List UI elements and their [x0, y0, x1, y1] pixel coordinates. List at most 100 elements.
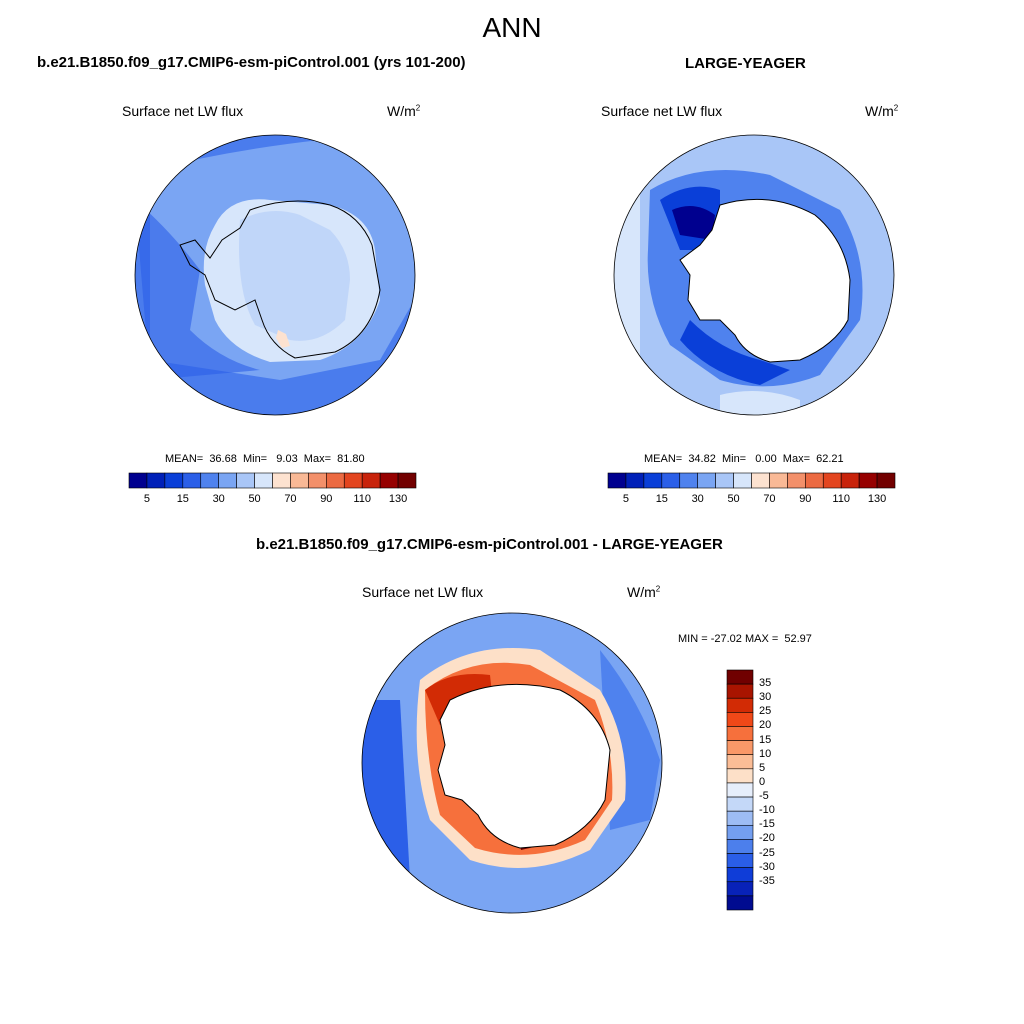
colorbar-2-swatch: [876, 472, 896, 489]
map-diff-continent-mask: [437, 683, 611, 849]
map-panel-1: [135, 135, 415, 415]
colorbar-diff-swatch: [726, 726, 754, 741]
colorbar-1-tick-label: 15: [176, 493, 189, 505]
colorbar-2-swatch: [769, 472, 788, 489]
colorbar-1-swatch: [308, 472, 327, 489]
colorbar-diff-tick-label: -25: [759, 846, 775, 859]
colorbar-2-swatch: [787, 472, 806, 489]
colorbar-diff-swatch: [726, 895, 754, 911]
colorbar-diff-tick-label: 10: [759, 747, 772, 760]
map-panel-2: [614, 135, 894, 415]
colorbar-1-swatch: [128, 472, 148, 489]
colorbar-diff-swatch: [726, 768, 754, 784]
colorbar-diff-swatch: [726, 839, 754, 854]
map-1-coastline: [179, 200, 381, 359]
colorbar-diff-tick-label: 20: [759, 719, 772, 732]
colorbar-1-tick-label: 50: [248, 493, 261, 505]
colorbar-1-swatch: [164, 472, 184, 489]
map-1-field-plateau: [239, 211, 350, 341]
colorbar-2-swatch: [822, 472, 842, 489]
colorbar-diff-tick-label: -20: [759, 832, 775, 845]
map-1-border: [134, 134, 416, 416]
colorbar-1-swatch: [218, 472, 237, 489]
map-panel-diff: [362, 613, 662, 913]
colorbar-diff-swatch: [726, 782, 754, 798]
colorbar-diff-swatch: [726, 881, 754, 897]
map-diff-border: [361, 612, 663, 914]
colorbar-diff-swatch: [726, 867, 754, 883]
colorbar-diff-swatch: [726, 754, 754, 770]
colorbar-2-swatch: [805, 472, 824, 489]
colorbar-diff-swatch: [726, 796, 754, 812]
colorbar-2-swatch: [733, 472, 752, 489]
diff-variable: Surface net LW flux: [362, 584, 484, 600]
colorbar-1-tick-label: 5: [143, 493, 150, 505]
colorbar-diff-swatch: [726, 853, 754, 868]
panel-2-title: LARGE-YEAGER: [685, 55, 806, 72]
colorbar-1-swatch: [397, 472, 417, 489]
colorbar-diff-tick-label: -35: [759, 874, 775, 887]
diff-stats: MIN = -27.02 MAX = 52.97: [678, 633, 812, 645]
colorbar-1-swatch: [379, 472, 399, 489]
colorbar-1-tick-label: 130: [388, 493, 408, 505]
colorbar-2-tick-label: 130: [867, 493, 887, 505]
colorbar-diff-swatch: [726, 810, 754, 826]
colorbar-1: [128, 472, 417, 489]
colorbar-2-swatch: [643, 472, 663, 489]
colorbar-2-swatch: [858, 472, 878, 489]
colorbar-2: [607, 472, 896, 489]
figure-title: ANN: [482, 12, 542, 43]
colorbar-1-swatch: [146, 472, 166, 489]
colorbar-1-swatch: [290, 472, 309, 489]
colorbar-diff-tick-label: -15: [759, 818, 775, 831]
colorbar-diff-tick-label: 0: [759, 775, 766, 788]
colorbar-diff-swatch: [726, 824, 754, 840]
colorbar-2-tick-label: 50: [727, 493, 740, 505]
colorbar-2-swatch: [607, 472, 627, 489]
colorbar-2-swatch: [715, 472, 734, 489]
diff-units: W/m2: [627, 584, 661, 600]
map-1-field-positive: [276, 330, 290, 348]
panel-2-variable: Surface net LW flux: [601, 103, 723, 119]
colorbar-diff-swatch: [726, 669, 754, 685]
panel-1-units: W/m2: [387, 103, 421, 119]
colorbar-2-swatch: [625, 472, 645, 489]
map-2-continent-mask: [679, 198, 851, 363]
colorbar-diff-tick-label: 35: [759, 677, 772, 690]
colorbar-1-swatch: [361, 472, 381, 489]
colorbar-2-tick-label: 90: [799, 493, 812, 505]
map-2-border: [613, 134, 895, 416]
colorbar-2-tick-label: 30: [691, 493, 704, 505]
colorbar-2-tick-label: 70: [763, 493, 776, 505]
colorbar-1-tick-label: 90: [320, 493, 333, 505]
colorbar-diff-tick-label: -10: [759, 804, 775, 817]
colorbar-2-swatch: [697, 472, 716, 489]
panel-1-title: b.e21.B1850.f09_g17.CMIP6-esm-piControl.…: [37, 54, 466, 71]
colorbar-diff-tick-label: -5: [759, 790, 769, 803]
diff-title: b.e21.B1850.f09_g17.CMIP6-esm-piControl.…: [256, 536, 723, 553]
colorbar-1-swatch: [236, 472, 255, 489]
colorbar-2-tick-label: 15: [655, 493, 668, 505]
colorbar-1-swatch: [200, 472, 219, 489]
colorbar-1-swatch: [326, 472, 345, 489]
map-2-field-deep-south: [680, 320, 790, 385]
colorbar-diff-tick-label: 15: [759, 733, 772, 746]
colorbar-2-swatch: [840, 472, 860, 489]
panel-1-variable: Surface net LW flux: [122, 103, 244, 119]
colorbar-1-swatch: [254, 472, 273, 489]
colorbar-1-swatch: [343, 472, 363, 489]
colorbar-2-swatch: [751, 472, 770, 489]
colorbar-diff-swatch: [726, 712, 754, 727]
colorbar-1-tick-label: 110: [353, 493, 371, 505]
map-2-field-deepest: [672, 206, 715, 240]
colorbar-2-tick-label: 5: [622, 493, 629, 505]
colorbar-diff: [726, 669, 754, 911]
colorbar-1-swatch: [182, 472, 202, 489]
colorbar-2-swatch: [679, 472, 698, 489]
colorbar-diff-tick-label: 5: [759, 761, 766, 774]
map-1-field-low: [135, 200, 260, 380]
colorbar-diff-swatch: [726, 683, 754, 699]
colorbar-1-swatch: [272, 472, 291, 489]
panel-2-stats: MEAN= 34.82 Min= 0.00 Max= 62.21: [644, 453, 844, 465]
